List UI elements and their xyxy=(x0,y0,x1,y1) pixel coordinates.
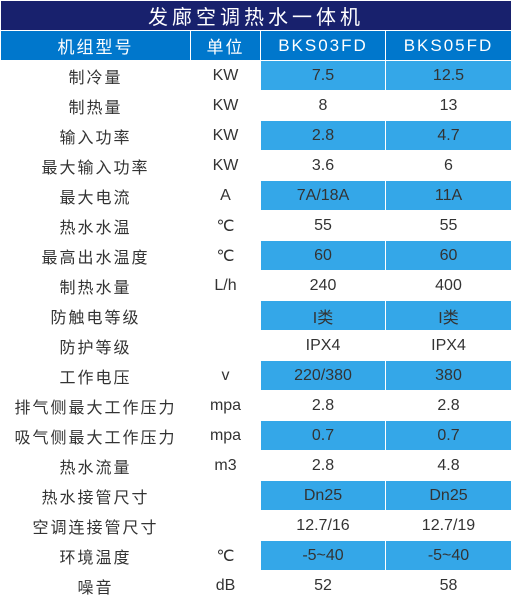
table-row: 热水接管尺寸 Dn25Dn25 xyxy=(1,481,511,511)
row-unit xyxy=(191,511,261,541)
header-unit: 单位 xyxy=(191,31,261,61)
row-label: 防护等级 xyxy=(1,331,191,361)
row-value-1: 240 xyxy=(261,271,386,301)
table-row: 最大电流A7A/18A11A xyxy=(1,181,511,211)
row-label: 防触电等级 xyxy=(1,301,191,331)
row-unit: KW xyxy=(191,151,261,181)
row-unit xyxy=(191,331,261,361)
row-value-2: 13 xyxy=(386,91,511,121)
title-row: 发廊空调热水一体机 xyxy=(1,1,511,31)
table-row: 环境温度℃-5~40-5~40 xyxy=(1,541,511,571)
row-label: 环境温度 xyxy=(1,541,191,571)
row-label: 最大电流 xyxy=(1,181,191,211)
row-unit: KW xyxy=(191,61,261,91)
row-value-2: -5~40 xyxy=(386,541,511,571)
table-row: 最大输入功率KW3.66 xyxy=(1,151,511,181)
row-value-1: 12.7/16 xyxy=(261,511,386,541)
row-value-1: 7A/18A xyxy=(261,181,386,211)
table-row: 防护等级 IPX4IPX4 xyxy=(1,331,511,361)
row-value-1: 2.8 xyxy=(261,391,386,421)
row-unit: mpa xyxy=(191,391,261,421)
header-col2: BKS05FD xyxy=(386,31,511,61)
row-value-2: 400 xyxy=(386,271,511,301)
row-unit: mpa xyxy=(191,421,261,451)
table-row: 防触电等级 I类I类 xyxy=(1,301,511,331)
row-value-1: 0.7 xyxy=(261,421,386,451)
row-value-1: 60 xyxy=(261,241,386,271)
table-row: 制热水量L/h240400 xyxy=(1,271,511,301)
row-value-2: 11A xyxy=(386,181,511,211)
row-unit: dB xyxy=(191,571,261,601)
table-row: 空调连接管尺寸 12.7/1612.7/19 xyxy=(1,511,511,541)
row-value-1: -5~40 xyxy=(261,541,386,571)
row-value-2: 2.8 xyxy=(386,391,511,421)
row-value-1: 3.6 xyxy=(261,151,386,181)
row-label: 热水水温 xyxy=(1,211,191,241)
table-row: 排气侧最大工作压力mpa2.82.8 xyxy=(1,391,511,421)
row-value-1: IPX4 xyxy=(261,331,386,361)
row-label: 吸气侧最大工作压力 xyxy=(1,421,191,451)
row-label: 噪音 xyxy=(1,571,191,601)
table-row: 制热量KW813 xyxy=(1,91,511,121)
table-row: 工作电压v220/380380 xyxy=(1,361,511,391)
row-unit: L/h xyxy=(191,271,261,301)
row-unit: KW xyxy=(191,121,261,151)
table-row: 噪音dB5258 xyxy=(1,571,511,601)
table-row: 吸气侧最大工作压力mpa0.70.7 xyxy=(1,421,511,451)
row-unit: m3 xyxy=(191,451,261,481)
row-label: 制冷量 xyxy=(1,61,191,91)
row-label: 热水接管尺寸 xyxy=(1,481,191,511)
row-label: 工作电压 xyxy=(1,361,191,391)
row-unit xyxy=(191,301,261,331)
row-value-1: 8 xyxy=(261,91,386,121)
row-value-1: 2.8 xyxy=(261,451,386,481)
row-label: 最大输入功率 xyxy=(1,151,191,181)
row-unit: A xyxy=(191,181,261,211)
row-label: 输入功率 xyxy=(1,121,191,151)
row-unit xyxy=(191,481,261,511)
row-label: 热水流量 xyxy=(1,451,191,481)
header-col1: BKS03FD xyxy=(261,31,386,61)
row-label: 排气侧最大工作压力 xyxy=(1,391,191,421)
row-value-2: 12.5 xyxy=(386,61,511,91)
table-title: 发廊空调热水一体机 xyxy=(1,1,511,31)
table-row: 最高出水温度℃6060 xyxy=(1,241,511,271)
row-value-2: IPX4 xyxy=(386,331,511,361)
row-value-1: Dn25 xyxy=(261,481,386,511)
row-label: 制热量 xyxy=(1,91,191,121)
row-unit: v xyxy=(191,361,261,391)
row-value-2: 6 xyxy=(386,151,511,181)
row-value-1: 220/380 xyxy=(261,361,386,391)
row-value-1: I类 xyxy=(261,301,386,331)
row-value-2: I类 xyxy=(386,301,511,331)
table-row: 输入功率KW2.84.7 xyxy=(1,121,511,151)
row-value-1: 55 xyxy=(261,211,386,241)
row-unit: ℃ xyxy=(191,211,261,241)
row-value-2: 60 xyxy=(386,241,511,271)
row-value-2: 4.8 xyxy=(386,451,511,481)
row-value-2: 58 xyxy=(386,571,511,601)
spec-table: 发廊空调热水一体机 机组型号 单位 BKS03FD BKS05FD 制冷量KW7… xyxy=(0,0,511,601)
header-row: 机组型号 单位 BKS03FD BKS05FD xyxy=(1,31,511,61)
row-label: 制热水量 xyxy=(1,271,191,301)
table-row: 制冷量KW7.512.5 xyxy=(1,61,511,91)
row-value-2: 4.7 xyxy=(386,121,511,151)
row-value-2: 0.7 xyxy=(386,421,511,451)
row-value-1: 2.8 xyxy=(261,121,386,151)
row-label: 最高出水温度 xyxy=(1,241,191,271)
table-row: 热水流量m32.84.8 xyxy=(1,451,511,481)
table-row: 热水水温℃5555 xyxy=(1,211,511,241)
header-model: 机组型号 xyxy=(1,31,191,61)
row-label: 空调连接管尺寸 xyxy=(1,511,191,541)
row-value-2: Dn25 xyxy=(386,481,511,511)
row-unit: ℃ xyxy=(191,541,261,571)
row-value-2: 380 xyxy=(386,361,511,391)
row-value-1: 52 xyxy=(261,571,386,601)
row-unit: ℃ xyxy=(191,241,261,271)
row-value-2: 55 xyxy=(386,211,511,241)
row-unit: KW xyxy=(191,91,261,121)
row-value-1: 7.5 xyxy=(261,61,386,91)
row-value-2: 12.7/19 xyxy=(386,511,511,541)
